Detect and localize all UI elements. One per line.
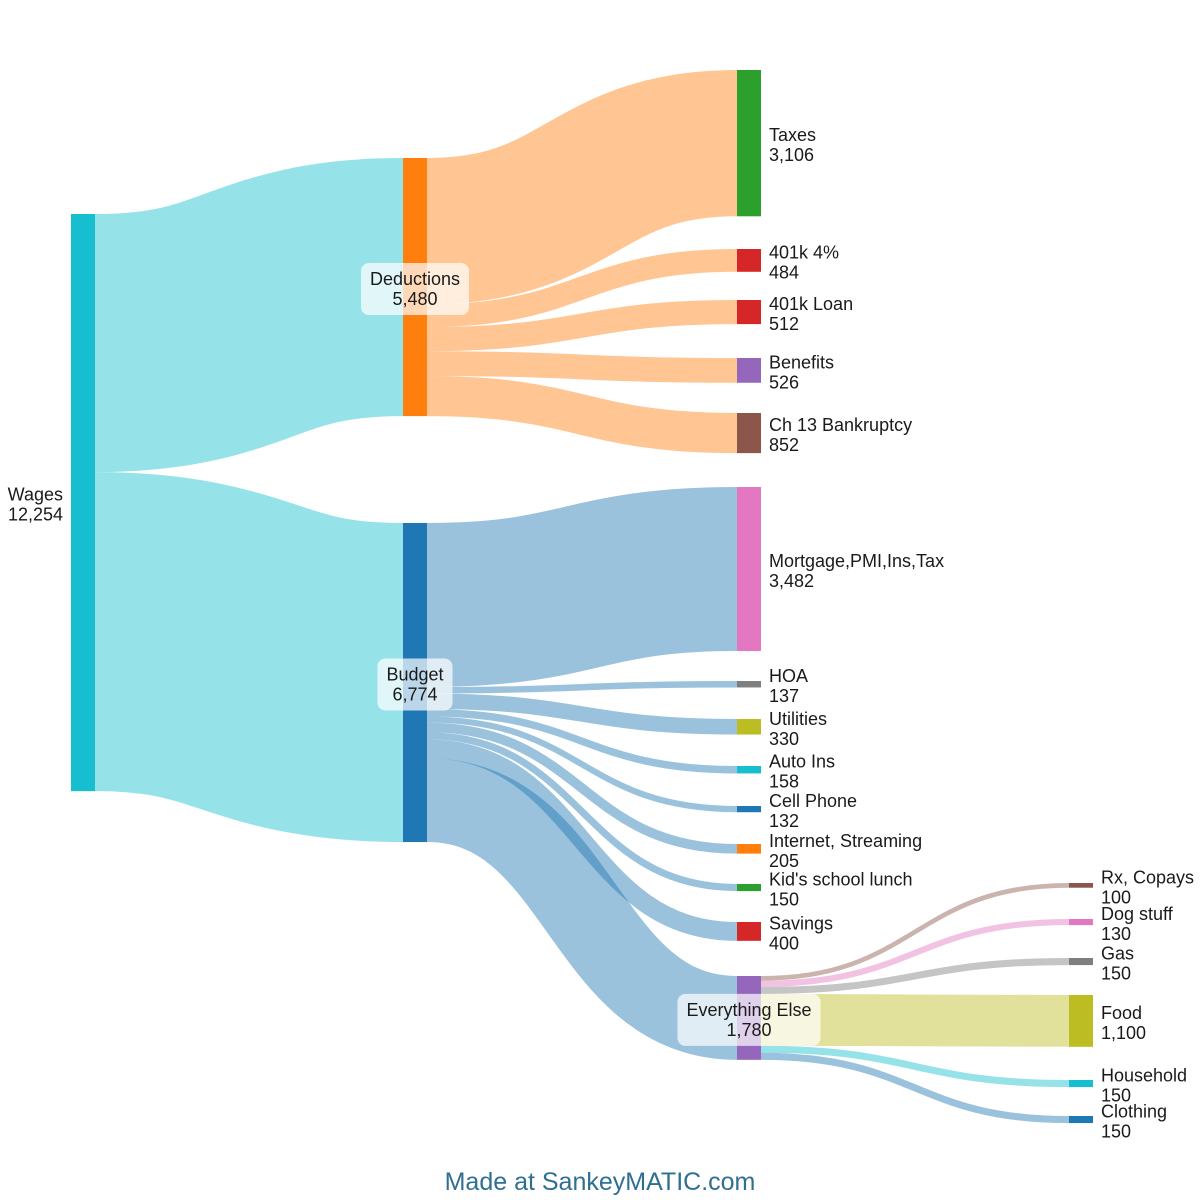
label-deductions: Deductions 5,480 <box>360 263 470 316</box>
label-utilities: Utilities 330 <box>769 709 827 749</box>
label-text-lunch: Kid's school lunch 150 <box>769 870 913 910</box>
node-utilities[interactable] <box>737 719 761 735</box>
flows-layer <box>92 69 1070 1124</box>
flow-budget-internet <box>426 722 738 854</box>
flow-deductions-k401loan <box>426 300 738 352</box>
node-household[interactable] <box>1069 1080 1093 1088</box>
flow-budget-autoins <box>426 708 738 774</box>
flow-deductions-k401pct <box>426 248 738 328</box>
label-pill-budget <box>377 658 453 711</box>
label-text-cellphone: Cell Phone 132 <box>769 791 857 831</box>
label-text-k401pct: 401k 4% 484 <box>769 242 839 282</box>
node-hoa[interactable] <box>737 681 761 688</box>
node-clothing[interactable] <box>1069 1116 1093 1124</box>
label-text-k401loan: 401k Loan 512 <box>769 294 853 334</box>
label-pill-deductions <box>360 263 470 316</box>
flow-budget-lunch <box>426 732 738 892</box>
flow-budget-mortgage <box>426 487 738 688</box>
label-dog: Dog stuff 130 <box>1101 904 1174 944</box>
node-rx[interactable] <box>1069 883 1093 888</box>
flow-budget-hoa <box>426 680 738 694</box>
node-k401loan[interactable] <box>737 300 761 325</box>
label-text-dog: Dog stuff 130 <box>1101 904 1174 944</box>
node-mortgage[interactable] <box>737 487 761 652</box>
node-savings[interactable] <box>737 922 761 941</box>
label-gas: Gas 150 <box>1101 944 1134 984</box>
flow-everything-gas <box>760 957 1070 994</box>
label-lunch: Kid's school lunch 150 <box>769 870 913 910</box>
node-ch13[interactable] <box>737 413 761 454</box>
node-wages[interactable] <box>71 214 95 792</box>
label-savings: Savings 400 <box>769 913 833 953</box>
nodes-layer <box>71 70 1093 1124</box>
label-everything: Everything Else 1,780 <box>677 993 821 1046</box>
label-text-wages: Wages 12,254 <box>8 485 63 525</box>
label-wages: Wages 12,254 <box>8 485 63 525</box>
label-hoa: HOA 137 <box>769 666 808 706</box>
label-pill-everything <box>677 993 821 1046</box>
flow-everything-clothing <box>760 1052 1070 1124</box>
label-taxes: Taxes 3,106 <box>769 125 816 165</box>
node-lunch[interactable] <box>737 884 761 892</box>
label-text-hoa: HOA 137 <box>769 666 808 706</box>
label-ch13: Ch 13 Bankruptcy 852 <box>769 415 912 455</box>
flow-wages-budget <box>92 472 406 843</box>
node-benefits[interactable] <box>737 358 761 383</box>
label-text-food: Food 1,100 <box>1101 1003 1146 1043</box>
flow-everything-rx <box>760 883 1070 981</box>
flow-everything-household <box>760 1045 1070 1088</box>
node-cellphone[interactable] <box>737 806 761 813</box>
node-internet[interactable] <box>737 844 761 854</box>
label-rx: Rx, Copays 100 <box>1101 867 1194 907</box>
node-dog[interactable] <box>1069 919 1093 926</box>
label-text-gas: Gas 150 <box>1101 944 1134 984</box>
flow-everything-dog <box>760 919 1070 987</box>
label-budget: Budget 6,774 <box>377 658 453 711</box>
label-text-everything: Everything Else 1,780 <box>686 1000 811 1040</box>
node-food[interactable] <box>1069 995 1093 1047</box>
label-mortgage: Mortgage,PMI,Ins,Tax 3,482 <box>769 551 944 591</box>
label-clothing: Clothing 150 <box>1101 1102 1167 1142</box>
label-autoins: Auto Ins 158 <box>769 752 835 792</box>
label-text-household: Household 150 <box>1101 1066 1187 1106</box>
label-text-savings: Savings 400 <box>769 913 833 953</box>
label-text-autoins: Auto Ins 158 <box>769 752 835 792</box>
flow-budget-utilities <box>426 693 738 735</box>
labels-layer: Wages 12,254 Deductions 5,480 Budget 6,774 Tax… <box>8 125 1194 1141</box>
label-text-mortgage: Mortgage,PMI,Ins,Tax 3,482 <box>769 551 944 591</box>
label-household: Household 150 <box>1101 1066 1187 1106</box>
label-k401loan: 401k Loan 512 <box>769 294 853 334</box>
node-taxes[interactable] <box>737 70 761 217</box>
flow-deductions-taxes <box>425 69 739 305</box>
attribution-text: Made at SankeyMATIC.com <box>444 1168 756 1196</box>
label-text-internet: Internet, Streaming 205 <box>769 831 922 871</box>
flow-budget-savings <box>426 739 738 941</box>
label-cellphone: Cell Phone 132 <box>769 791 857 831</box>
label-text-clothing: Clothing 150 <box>1101 1102 1167 1142</box>
label-benefits: Benefits 526 <box>769 352 834 392</box>
label-text-deductions: Deductions 5,480 <box>370 269 460 309</box>
label-text-ch13: Ch 13 Bankruptcy 852 <box>769 415 912 455</box>
node-gas[interactable] <box>1069 958 1093 966</box>
label-text-taxes: Taxes 3,106 <box>769 125 816 165</box>
label-internet: Internet, Streaming 205 <box>769 831 922 871</box>
label-k401pct: 401k 4% 484 <box>769 242 839 282</box>
node-k401pct[interactable] <box>737 249 761 272</box>
flow-wages-deductions <box>93 158 405 473</box>
label-text-benefits: Benefits 526 <box>769 352 834 392</box>
flow-deductions-ch13 <box>426 375 738 454</box>
node-autoins[interactable] <box>737 766 761 774</box>
label-text-budget: Budget 6,774 <box>386 665 443 705</box>
label-text-rx: Rx, Copays 100 <box>1101 867 1194 907</box>
flow-budget-cellphone <box>426 716 738 813</box>
flow-deductions-benefits <box>426 351 738 383</box>
label-food: Food 1,100 <box>1101 1003 1146 1043</box>
label-text-utilities: Utilities 330 <box>769 709 827 749</box>
